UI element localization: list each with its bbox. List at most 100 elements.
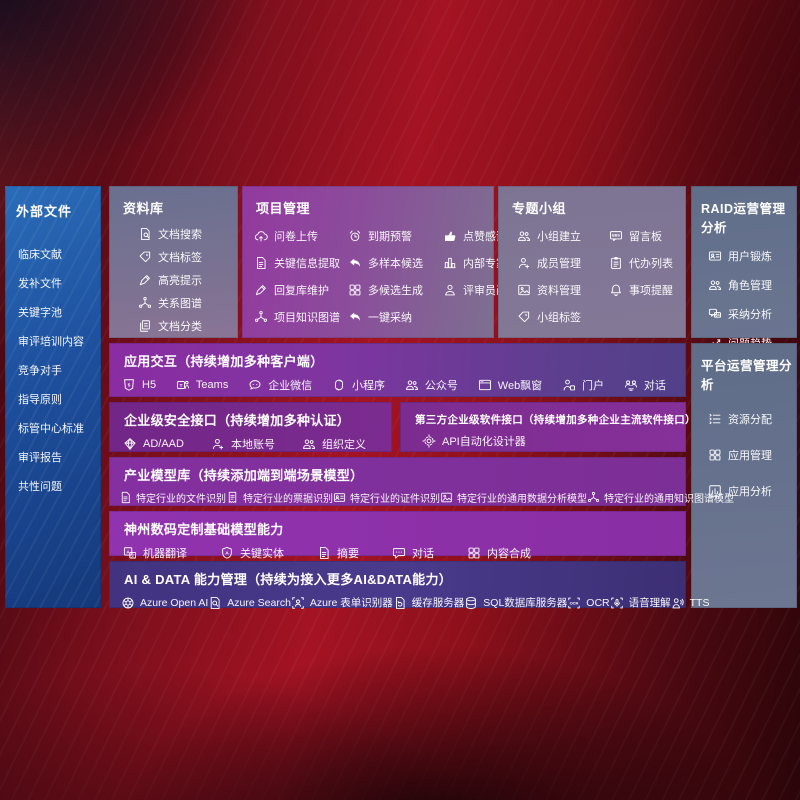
feature-item[interactable]: 事项提醒 [609,282,686,298]
feature-item[interactable]: 点赞感谢 [443,228,529,244]
base-models-list: 机器翻译 关键实体 摘要 对话 [109,538,686,561]
dialog-icon [624,378,638,392]
sidebar-item[interactable]: 标管中心标准 [18,423,84,435]
client-item[interactable]: Web飘窗 [478,377,542,393]
sidebar-item[interactable]: 共性问题 [18,481,62,493]
feature-item[interactable]: 资料管理 [517,282,609,298]
feature-item[interactable]: 高亮提示 [138,272,238,288]
feature-item[interactable]: 文档搜索 [138,226,238,242]
model-item[interactable]: 特定行业的通用知识图谱模型 [587,490,734,505]
feature-item[interactable]: 资源分配 [708,411,797,427]
interface-item[interactable]: API自动化设计器 [422,433,526,449]
translate-icon [123,546,137,560]
interaction-list: H5 Teams 企业微信 小程序 [109,370,686,393]
feature-item[interactable]: 应用分析 [708,483,797,499]
grid-icon [708,448,722,462]
feature-item[interactable]: 用户锻炼 [708,248,797,264]
capability-item[interactable]: 关键实体 [220,545,284,561]
models-list: 特定行业的文件识别 特定行业的票据识别 特定行业的证件识别 特定行业的通用数据分… [109,484,734,505]
personadd-icon [517,256,531,270]
feature-item[interactable]: 文档标签 [138,249,238,265]
capability-item[interactable]: 对话 [392,545,434,561]
client-item[interactable]: 公众号 [405,377,458,393]
feature-item[interactable]: 问卷上传 [254,228,348,244]
cache-icon [393,596,407,610]
grid-icon [348,283,362,297]
image-icon [517,283,531,297]
feature-item[interactable]: 小组建立 [517,228,609,244]
service-item[interactable]: SQL数据库服务器 [464,595,567,610]
service-item[interactable]: Azure 表单识别器 [291,595,393,610]
capability-item[interactable]: 内容合成 [467,545,531,561]
project-title: 项目管理 [256,201,311,216]
ai-data-list: Azure Open AI Azure Search Azure 表单识别器 缓… [109,588,709,610]
ai-data-row: AI & DATA 能力管理（持续为接入更多AI&DATA能力） Azure O… [109,561,709,610]
group-list: 小组建立 留言板 成员管理 代办列表 [498,217,686,325]
pen-icon [138,273,152,287]
feature-item[interactable]: 代办列表 [609,255,686,271]
sidebar-item[interactable]: 临床文献 [18,249,62,261]
sidebar-item[interactable]: 关键字池 [18,307,62,319]
service-item[interactable]: Azure Open AI [121,596,208,610]
feature-item[interactable]: 角色管理 [708,277,797,293]
feature-item[interactable]: 小组标签 [517,309,609,325]
client-item[interactable]: 对话 [624,377,666,393]
sidebar-item[interactable]: 发补文件 [18,278,62,290]
auth-item[interactable]: 本地账号 [211,436,275,452]
client-item[interactable]: H5 [122,378,156,392]
sidebar-item[interactable]: 竞争对手 [18,365,62,377]
capability-item[interactable]: 摘要 [317,545,359,561]
model-item[interactable]: 特定行业的通用数据分析模型 [440,490,587,505]
library-panel: 资料库 文档搜索 文档标签 高亮提示 [109,186,238,338]
feature-item[interactable]: 关系图谱 [138,295,238,311]
feature-item[interactable]: 项目知识图谱 [254,309,348,325]
feature-item[interactable]: 成员管理 [517,255,609,271]
service-item[interactable]: TTS [671,596,709,610]
person-icon [443,283,457,297]
client-item[interactable]: 门户 [562,377,604,393]
client-item[interactable]: 小程序 [332,377,385,393]
client-item[interactable]: Teams [176,378,228,392]
client-item[interactable]: 企业微信 [248,377,312,393]
tts-icon [671,596,685,610]
app-interaction-row: 应用交互（持续增加多种客户端） H5 Teams 企业微信 [109,343,686,397]
auth-item[interactable]: 组织定义 [302,436,366,452]
feature-item[interactable]: 到期预警 [348,228,443,244]
bbs-icon [609,229,623,243]
tag-icon [138,250,152,264]
feature-item[interactable]: 采纳分析 [708,306,797,322]
capability-item[interactable]: 机器翻译 [123,545,187,561]
base-model-row: 神州数码定制基础模型能力 机器翻译 关键实体 摘要 [109,511,686,560]
model-item[interactable]: 特定行业的文件识别 [119,490,226,505]
service-item[interactable]: 语音理解 [610,595,671,610]
tag-icon [517,310,531,324]
feature-item[interactable]: 留言板 [609,228,686,244]
project-list: 问卷上传 到期预警 点赞感谢 关键信息提取 [242,217,529,325]
third-party-interface-row: 第三方企业级软件接口（持续增加多种企业主流软件接口） API自动化设计器 [400,402,696,452]
sidebar-item[interactable]: 指导原则 [18,394,62,406]
auth-item[interactable]: AD/AAD [123,437,184,451]
feature-item[interactable]: 多候选生成 [348,282,443,298]
service-item[interactable]: OCR [567,596,610,610]
model-item[interactable]: 特定行业的证件识别 [333,490,440,505]
service-item[interactable]: 缓存服务器 [393,595,464,610]
sidebar-item[interactable]: 审评报告 [18,452,62,464]
feature-item[interactable]: 关键信息提取 [254,255,348,271]
back-icon [348,256,362,270]
service-item[interactable]: Azure Search [208,596,291,610]
interaction-title: 应用交互（持续增加多种客户端） [124,354,324,369]
model-item[interactable]: 特定行业的票据识别 [226,490,333,505]
searchdoc-icon [208,596,222,610]
alarm-icon [348,229,362,243]
sidebar-item[interactable]: 审评培训内容 [18,336,84,348]
back-icon [348,310,362,324]
feature-item[interactable]: 多样本候选 [348,255,443,271]
feature-item[interactable]: 回复库维护 [254,282,348,298]
platform-analysis-panel: 平台运营管理分析 资源分配 应用管理 应用分析 [691,343,797,608]
feature-item[interactable]: 一键采纳 [348,309,443,325]
personadd-icon [211,437,225,451]
feature-item[interactable]: 文档分类 [138,318,238,334]
platform-title: 平台运营管理分析 [701,359,793,392]
teams-icon [176,378,190,392]
feature-item[interactable]: 应用管理 [708,447,797,463]
